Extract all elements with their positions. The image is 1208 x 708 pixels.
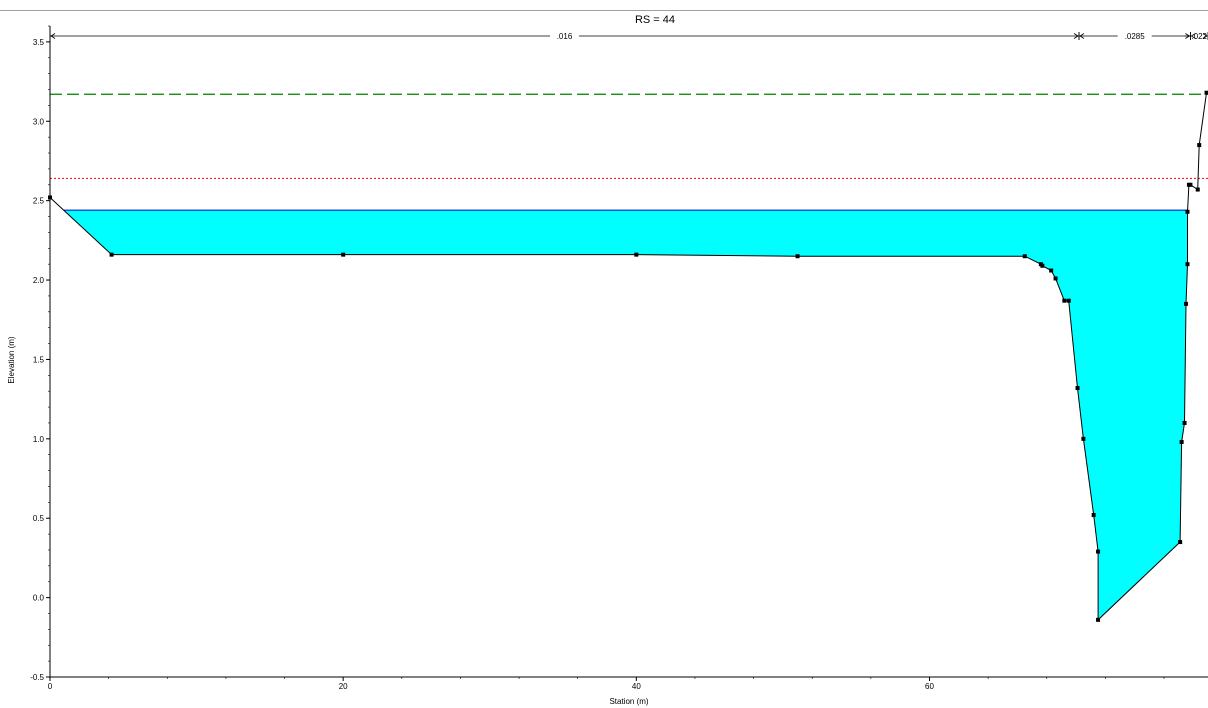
ground-point [634, 252, 639, 257]
manning-n-arrow [1202, 33, 1208, 39]
ground-point [1204, 90, 1208, 95]
manning-n-label: .016 [557, 32, 573, 41]
ground-point [1096, 549, 1101, 554]
ground-point [1049, 268, 1054, 273]
manning-n-arrow [50, 33, 56, 39]
ground-line [49, 92, 1207, 621]
ground-point [1178, 540, 1183, 545]
x-tick-label: 20 [339, 682, 348, 691]
chart-title: RS = 44 [634, 14, 676, 26]
ground-point [1066, 298, 1071, 303]
manning-n-layer: .016 .0285 .022 [49, 32, 1208, 41]
top-separator-line [0, 10, 1208, 11]
ground-point [1022, 254, 1027, 259]
y-tick-label: 2.5 [33, 197, 45, 206]
ground-point [1184, 301, 1189, 306]
manning-n-arrow [1190, 33, 1196, 39]
manning-n-arrow [1073, 33, 1079, 39]
ground-point [1185, 262, 1190, 267]
ground-point [48, 195, 52, 200]
y-tick-label: 2.0 [33, 276, 45, 285]
ground-point [1188, 182, 1193, 187]
manning-n-label: .022 [1191, 32, 1207, 41]
ground-point [1091, 513, 1096, 518]
ground-point [1195, 187, 1200, 192]
ground-point [1075, 386, 1080, 391]
x-axis-title: Station (m) [609, 697, 648, 706]
ground-point [1040, 263, 1045, 268]
ground-point [1053, 276, 1058, 281]
manning-n-label: .0285 [1125, 32, 1146, 41]
points-layer [48, 90, 1208, 622]
manning-n-arrow [1079, 33, 1085, 39]
ground-point [1179, 440, 1184, 445]
y-axis-title: Elevation (m) [7, 336, 16, 383]
ground-point [1185, 209, 1190, 214]
x-tick-label: 60 [925, 682, 934, 691]
ground-point [1081, 436, 1086, 441]
ground-point [1062, 298, 1067, 303]
x-tick-label: 40 [632, 682, 641, 691]
ground-point [109, 252, 114, 257]
y-tick-label: -0.5 [30, 673, 44, 682]
lines-layer [49, 92, 1208, 621]
axes-layer: -0.5 0.0 0.5 1.0 1.5 2.0 2.5 3.0 3.5 0 20 40 60 [30, 25, 1208, 691]
y-tick-label: 0.5 [33, 514, 45, 523]
ground-point [1182, 420, 1187, 425]
y-tick-label: 1.0 [33, 435, 45, 444]
y-tick-label: 3.0 [33, 117, 45, 126]
fill-layer [63, 210, 1188, 620]
y-tick-label: 0.0 [33, 594, 45, 603]
ground-point [1096, 617, 1101, 622]
ground-point [341, 252, 346, 257]
manning-n-segment: .0285 [1078, 32, 1191, 41]
y-tick-label: 1.5 [33, 355, 45, 364]
manning-n-segment: .022 [1184, 32, 1208, 41]
ground-point [1197, 143, 1202, 148]
x-tick-label: 0 [48, 682, 53, 691]
ground-point [795, 254, 800, 259]
y-tick-label: 3.5 [33, 38, 45, 47]
manning-n-segment: .016 [49, 32, 1080, 41]
water-surface-fill [63, 210, 1188, 620]
